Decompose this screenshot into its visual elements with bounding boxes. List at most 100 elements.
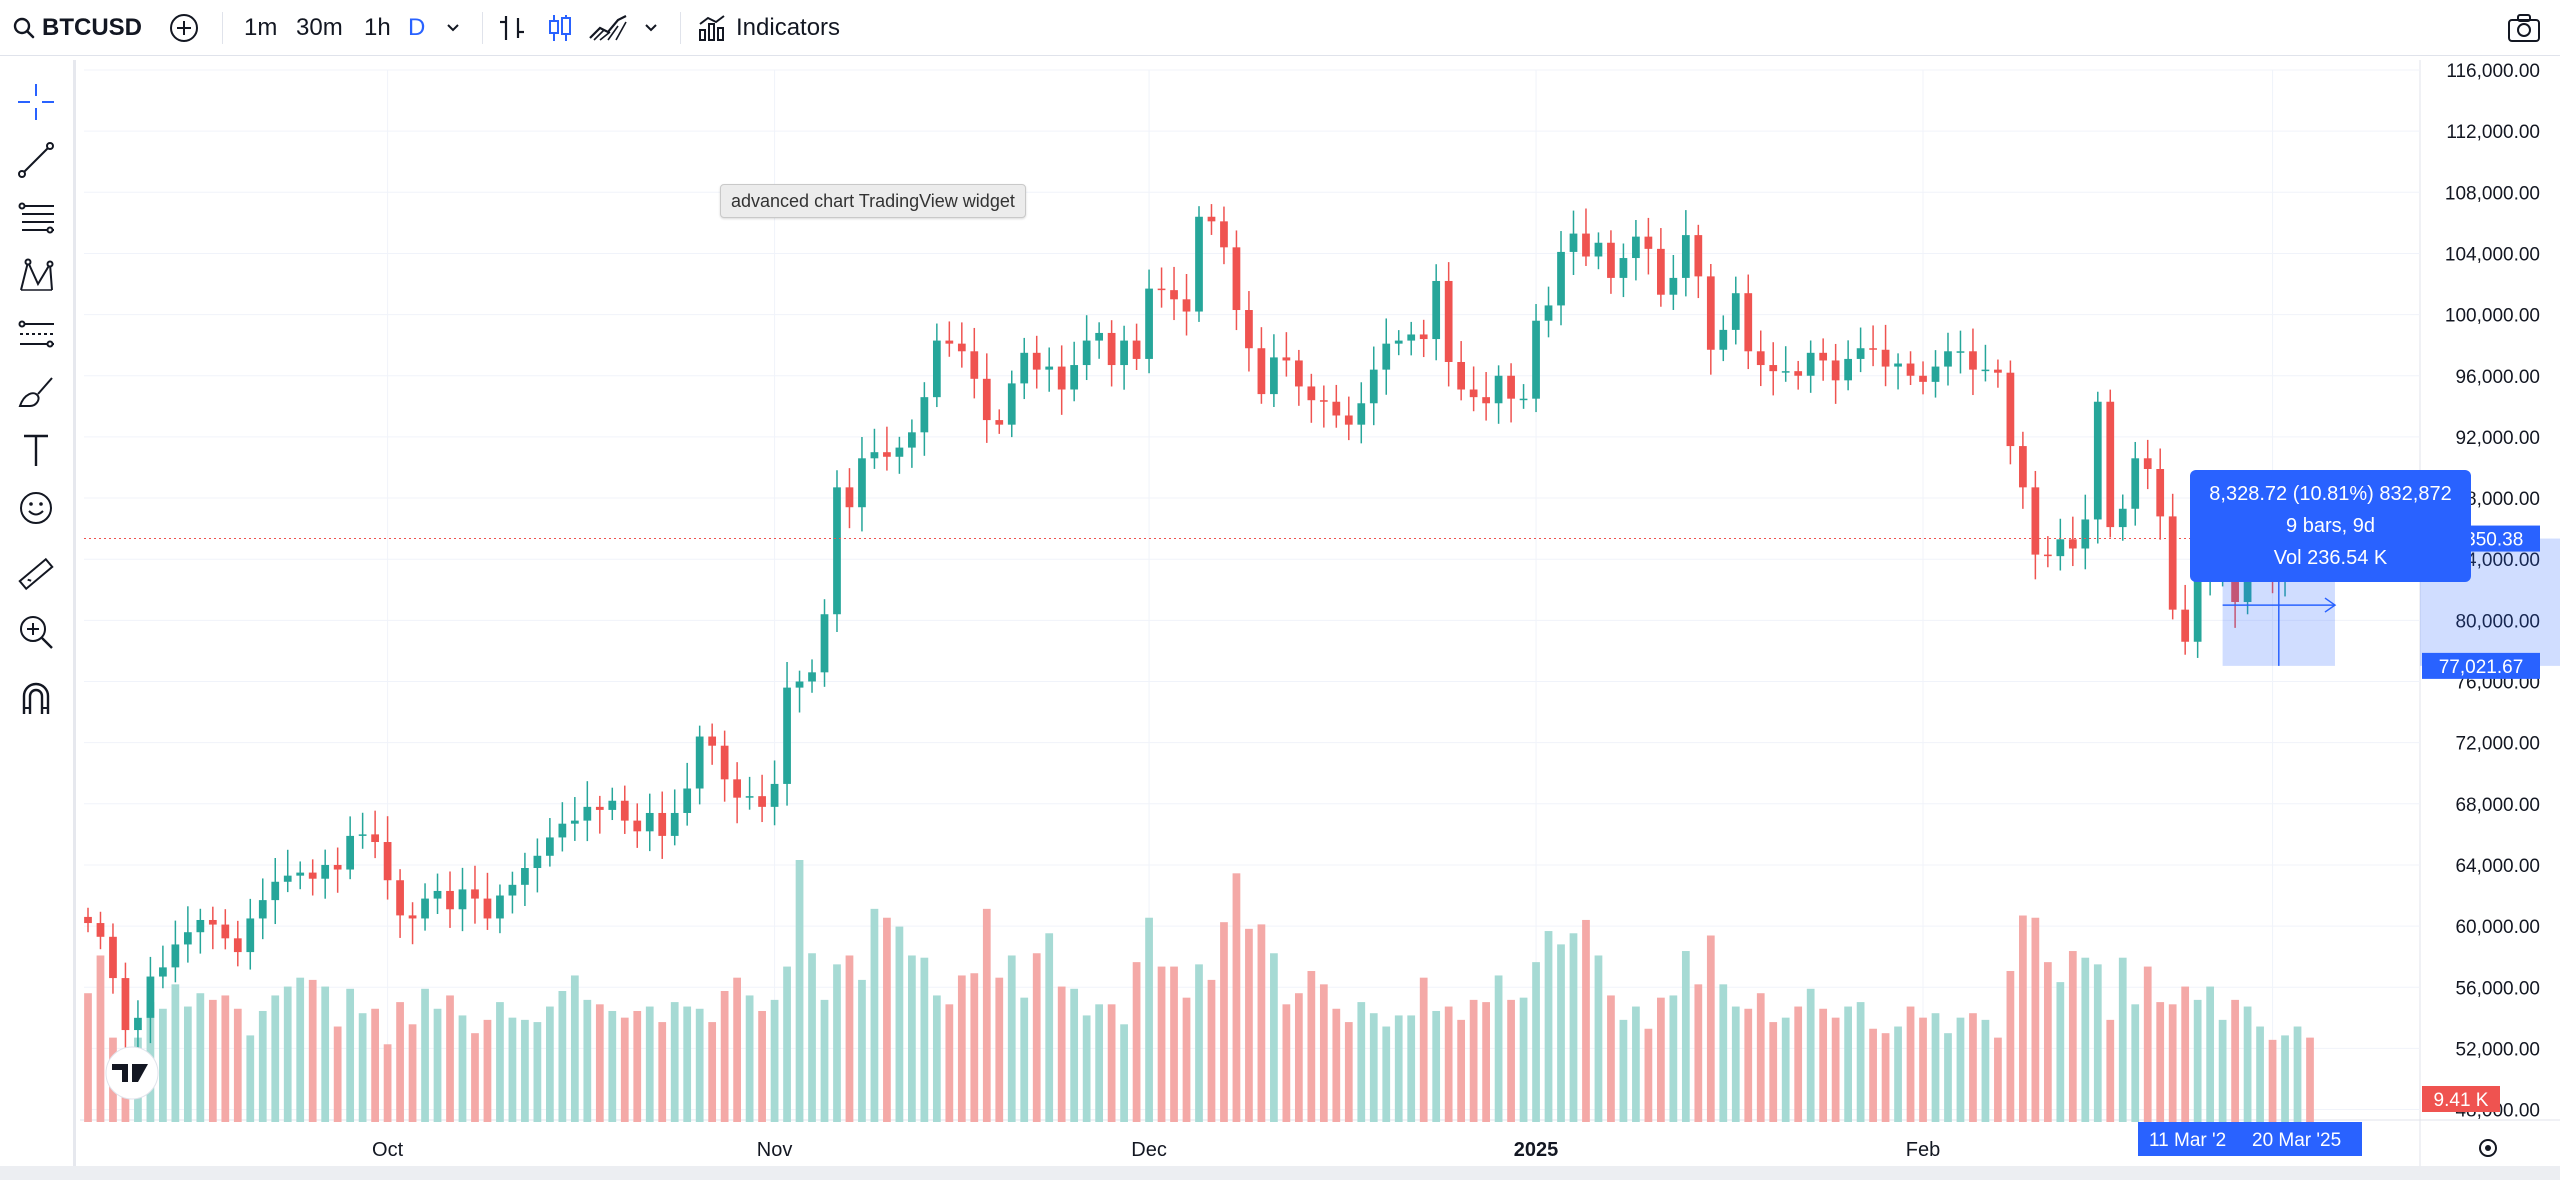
candle-body	[1906, 363, 1915, 376]
interval-1m[interactable]: 1m	[244, 0, 277, 56]
candle-body	[446, 890, 454, 910]
candle-body	[2019, 446, 2027, 488]
volume-bar	[1582, 919, 1590, 1122]
candle-body	[770, 783, 779, 807]
volume-bar	[1170, 966, 1178, 1122]
zoom-tool[interactable]	[14, 610, 58, 654]
chart-area[interactable]: 116,000.00 112,000.00 108,000.00 104,000.00…	[80, 60, 2560, 1168]
candle-body	[645, 812, 654, 832]
volume-bar	[1744, 1008, 1753, 1122]
forecast-tool[interactable]	[14, 312, 58, 356]
fib-retracement-tool[interactable]	[14, 196, 58, 240]
candle-body	[84, 916, 92, 924]
volume-bar	[1007, 955, 1016, 1122]
volume-bar	[908, 955, 916, 1122]
volume-bar	[833, 964, 841, 1122]
volume-bar	[521, 1019, 529, 1122]
volume-bar	[171, 984, 180, 1122]
candle-body	[246, 918, 255, 953]
candle-body	[2156, 469, 2165, 517]
pattern-tool[interactable]	[14, 254, 58, 298]
candle-body	[1319, 400, 1328, 402]
volume-bar	[483, 1019, 492, 1122]
candle-body	[1307, 386, 1316, 401]
candle-body	[733, 779, 741, 798]
volume-bar	[84, 993, 92, 1122]
volume-bar	[208, 999, 217, 1122]
candle-body	[333, 864, 342, 870]
volume-bar	[1969, 1013, 1977, 1122]
volume-bar	[2231, 999, 2239, 1122]
emoji-tool[interactable]	[14, 486, 58, 530]
volume-bar	[1769, 1022, 1778, 1122]
candle-body	[1120, 340, 1128, 366]
volume-bar	[1494, 975, 1503, 1122]
candle-body	[1644, 236, 1653, 249]
volume-bar	[2206, 986, 2215, 1122]
search-icon	[13, 17, 35, 39]
candle-body	[471, 889, 479, 899]
candle-body	[358, 834, 367, 836]
volume-bar	[970, 973, 979, 1122]
area-style-button[interactable]	[588, 0, 628, 56]
candle-body	[2068, 539, 2077, 549]
volume-bar	[1382, 1026, 1391, 1122]
volume-bar	[1919, 1017, 1927, 1122]
volume-series	[84, 860, 2314, 1122]
crosshair-tool[interactable]	[14, 80, 58, 124]
bar-style-button[interactable]	[496, 0, 528, 56]
candle-body	[683, 788, 692, 813]
indicators-button[interactable]: Indicators	[696, 0, 840, 56]
volume-bar	[2068, 951, 2077, 1122]
volume-bar	[346, 988, 355, 1122]
symbol-search[interactable]: BTCUSD	[12, 0, 142, 56]
candle-body	[1669, 277, 1678, 295]
snapshot-button[interactable]	[2506, 0, 2542, 56]
candle-body	[508, 884, 517, 896]
candle-body	[908, 432, 916, 448]
brush-tool[interactable]	[14, 370, 58, 414]
interval-1h[interactable]: 1h	[364, 0, 391, 56]
volume-bar	[458, 1015, 467, 1122]
trend-line-tool[interactable]	[14, 138, 58, 182]
candle-body	[1919, 375, 1927, 382]
toolbar-divider	[680, 12, 681, 44]
volume-bar	[1332, 1008, 1341, 1122]
candle-body	[1744, 293, 1753, 352]
candle-body	[608, 800, 617, 810]
volume-bar	[1906, 1006, 1915, 1122]
volume-bar	[1706, 935, 1715, 1122]
volume-bar	[371, 1008, 379, 1122]
interval-d[interactable]: D	[408, 0, 425, 56]
candle-body	[2193, 576, 2202, 642]
chart-type-dropdown[interactable]	[642, 0, 660, 56]
magnet-tool[interactable]	[14, 676, 58, 720]
candle-body	[1619, 258, 1628, 278]
interval-dropdown[interactable]	[444, 0, 462, 56]
candle-body	[2081, 519, 2090, 549]
price-tick-label: 88,000.00	[2455, 489, 2540, 510]
candle-body	[408, 915, 417, 919]
volume-bar	[333, 1026, 342, 1122]
text-tool[interactable]	[14, 428, 58, 472]
volume-bar	[396, 1002, 404, 1122]
candles-style-button[interactable]	[544, 0, 576, 56]
volume-bar	[1394, 1015, 1403, 1122]
volume-bar	[1120, 1024, 1128, 1122]
candle-body	[1544, 305, 1553, 321]
volume-bar	[1607, 995, 1615, 1122]
volume-bar	[421, 988, 429, 1122]
measure-tool[interactable]	[14, 552, 58, 596]
volume-bar	[1270, 953, 1278, 1122]
candle-body	[496, 895, 504, 919]
compare-button[interactable]	[168, 0, 200, 56]
price-chart[interactable]: 116,000.00 112,000.00 108,000.00 104,000.00…	[80, 60, 2560, 1168]
candle-body	[1145, 288, 1153, 359]
candle-body	[308, 872, 317, 879]
measure-end-date: 20 Mar '25	[2252, 1130, 2341, 1151]
time-tick-label: Dec	[1131, 1139, 1167, 1161]
interval-30m[interactable]: 30m	[296, 0, 343, 56]
candle-body	[845, 487, 854, 508]
volume-bar	[1719, 984, 1728, 1122]
price-tick-label: 56,000.00	[2455, 978, 2540, 999]
